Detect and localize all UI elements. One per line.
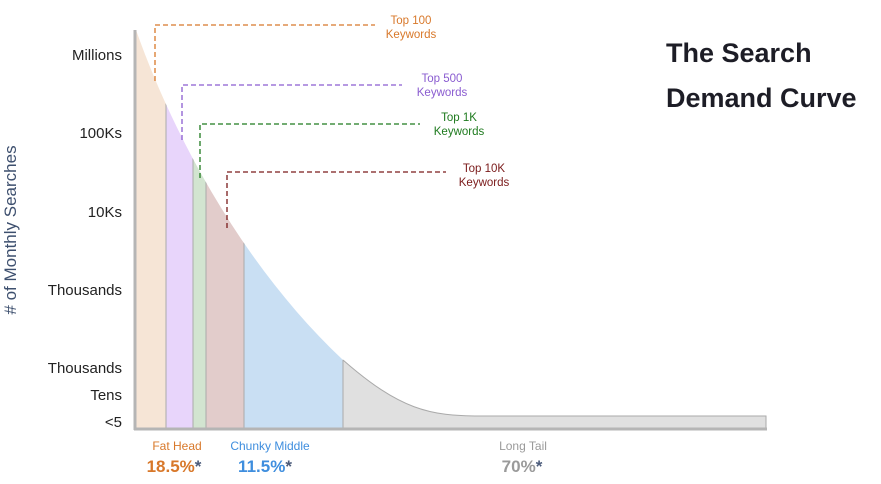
band-top-500 [166, 30, 193, 428]
y-tick: Tens [90, 387, 122, 404]
annotation-top-100: Top 100 Keywords [386, 15, 437, 41]
annotation-line-top-100 [154, 24, 375, 81]
band-top-10k [206, 30, 244, 428]
annotation-line-top-1k [199, 123, 420, 178]
annotation-top-10k: Top 10K Keywords [459, 163, 510, 189]
y-tick: Millions [72, 47, 122, 64]
band-top-1k [193, 30, 206, 428]
y-axis-label: # of Monthly Searches [1, 145, 20, 314]
y-tick: 100Ks [79, 125, 122, 142]
segment-percent-long-tail: 70%* [502, 457, 543, 476]
segment-label-chunky-middle: Chunky Middle [230, 439, 310, 453]
title-line-2: Demand Curve [666, 83, 857, 113]
segment-percent-fat-head: 18.5%* [147, 457, 202, 476]
y-tick: Thousands [48, 282, 122, 299]
annotation-top-1k: Top 1K Keywords [434, 112, 485, 138]
band-top-100 [136, 30, 166, 428]
annotation-line-top-500 [181, 84, 402, 140]
segment-label-long-tail: Long Tail [499, 439, 547, 453]
segment-label-fat-head: Fat Head [152, 439, 201, 453]
segment-percent-chunky-middle: 11.5%* [238, 457, 292, 476]
annotation-top-500: Top 500 Keywords [417, 73, 468, 99]
y-tick: Thousands [48, 360, 122, 377]
y-ticks: Millions 100Ks 10Ks Thousands Thousands … [48, 47, 122, 431]
y-tick: 10Ks [88, 204, 122, 221]
y-tick: <5 [105, 414, 122, 431]
title-line-1: The Search [666, 38, 812, 68]
annotation-line-top-10k [226, 171, 446, 228]
band-chunky-middle [244, 30, 343, 428]
